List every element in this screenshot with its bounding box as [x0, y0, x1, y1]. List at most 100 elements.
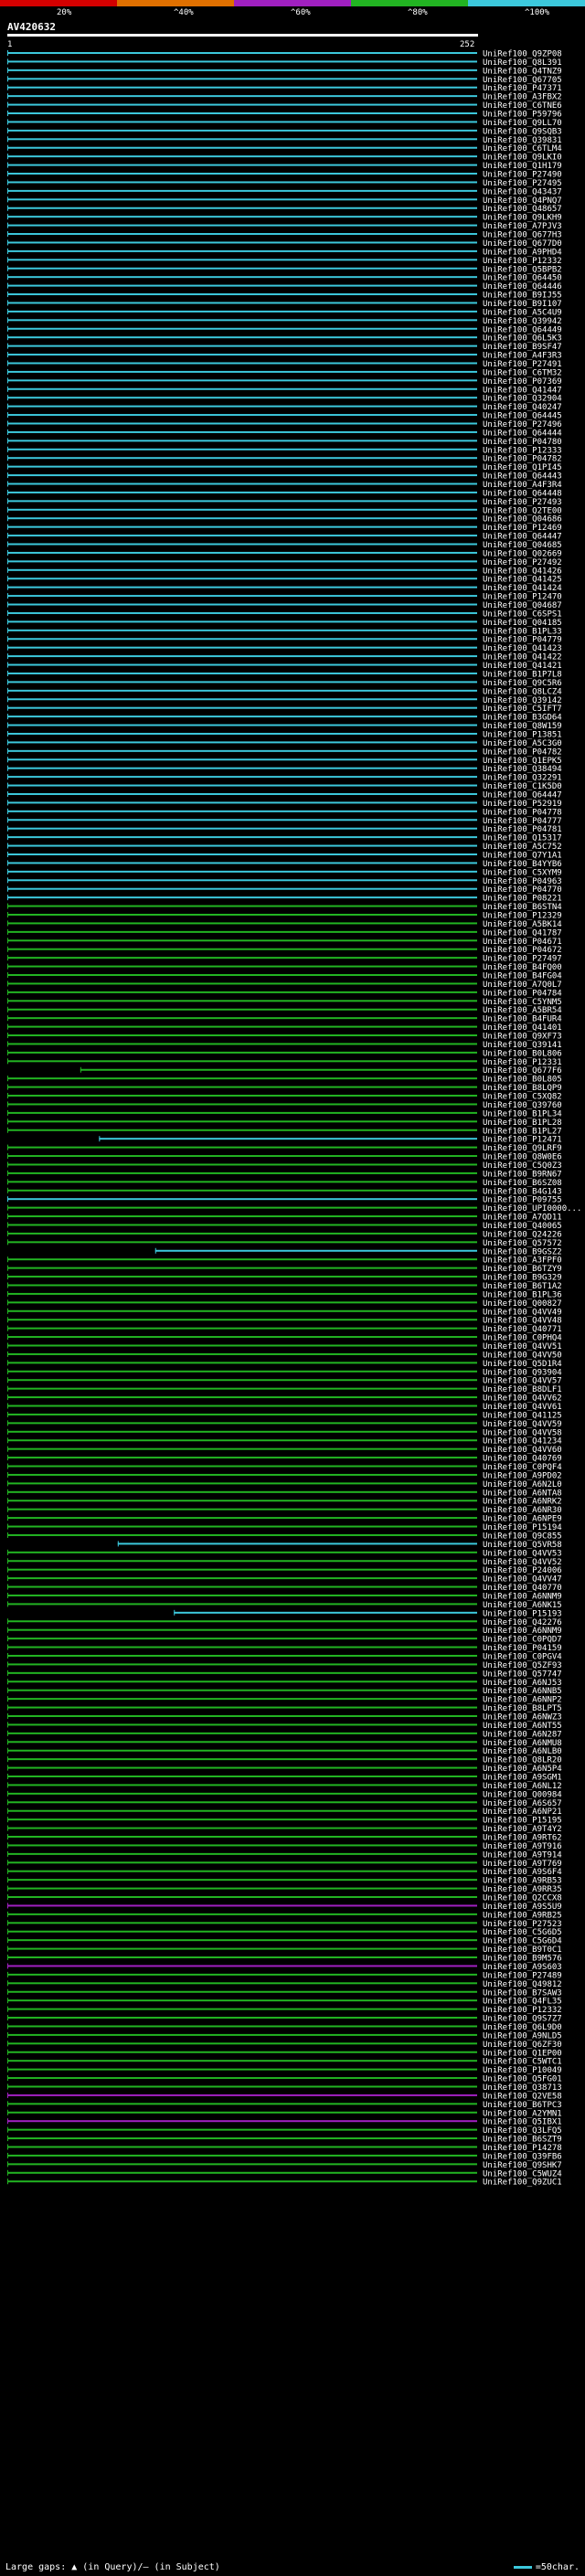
hit-label[interactable]: UniRef100_P04770	[483, 885, 562, 895]
hit-label[interactable]: UniRef100_B8DLF1	[483, 1385, 562, 1394]
hit-label[interactable]: UniRef100_Q5FG01	[483, 2075, 562, 2084]
hit-label[interactable]: UniRef100_P10049	[483, 2066, 562, 2075]
hit-label[interactable]: UniRef100_P13851	[483, 730, 562, 739]
hit-label[interactable]: UniRef100_Q5IBX1	[483, 2118, 562, 2127]
hit-label[interactable]: UniRef100_A9S5U9	[483, 1903, 562, 1912]
hit-label[interactable]: UniRef100_Q43437	[483, 187, 562, 196]
hit-label[interactable]: UniRef100_C5WUZ4	[483, 2169, 562, 2178]
hit-label[interactable]: UniRef100_P12333	[483, 446, 562, 455]
hit-label[interactable]: UniRef100_P27491	[483, 360, 562, 369]
hit-label[interactable]: UniRef100_B8LPT5	[483, 1704, 562, 1713]
hit-label[interactable]: UniRef100_P12470	[483, 593, 562, 602]
hit-label[interactable]: UniRef100_Q04686	[483, 515, 562, 525]
hit-label[interactable]: UniRef100_Q1EP00	[483, 2049, 562, 2058]
hit-label[interactable]: UniRef100_A3FPF0	[483, 1256, 562, 1266]
hit-label[interactable]: UniRef100_A9T769	[483, 1860, 562, 1869]
hit-label[interactable]: UniRef100_B1PL34	[483, 1109, 562, 1118]
hit-label[interactable]: UniRef100_Q04685	[483, 541, 562, 550]
hit-label[interactable]: UniRef100_B1PL27	[483, 1127, 562, 1136]
hit-label[interactable]: UniRef100_A6NJ53	[483, 1679, 562, 1688]
hit-label[interactable]: UniRef100_A5C752	[483, 843, 562, 852]
hit-label[interactable]: UniRef100_Q9SQB3	[483, 127, 562, 136]
hit-label[interactable]: UniRef100_Q00827	[483, 1299, 562, 1309]
hit-label[interactable]: UniRef100_A9NLD5	[483, 2031, 562, 2041]
hit-label[interactable]: UniRef100_Q32291	[483, 774, 562, 783]
hit-label[interactable]: UniRef100_Q67705	[483, 76, 562, 85]
hit-label[interactable]: UniRef100_C5Q0Z3	[483, 1161, 562, 1171]
hit-label[interactable]: UniRef100_A6NLB0	[483, 1747, 562, 1756]
hit-label[interactable]: UniRef100_P27493	[483, 498, 562, 507]
hit-label[interactable]: UniRef100_P04784	[483, 989, 562, 998]
hit-label[interactable]: UniRef100_Q677F6	[483, 1066, 562, 1076]
hit-label[interactable]: UniRef100_Q4VV49	[483, 1308, 562, 1317]
hit-label[interactable]: UniRef100_Q49812	[483, 1980, 562, 1989]
hit-label[interactable]: UniRef100_Q64447	[483, 533, 562, 542]
hit-label[interactable]: UniRef100_Q4PNQ7	[483, 196, 562, 206]
hit-label[interactable]: UniRef100_C5XYM9	[483, 868, 562, 877]
hit-label[interactable]: UniRef100_Q39142	[483, 696, 562, 705]
hit-label[interactable]: UniRef100_Q39831	[483, 136, 562, 145]
hit-label[interactable]: UniRef100_Q8LR20	[483, 1756, 562, 1765]
hit-label[interactable]: UniRef100_Q4VV53	[483, 1549, 562, 1558]
hit-label[interactable]: UniRef100_C0PQF4	[483, 1463, 562, 1472]
hit-label[interactable]: UniRef100_A9PHD4	[483, 248, 562, 257]
hit-label[interactable]: UniRef100_P47371	[483, 84, 562, 93]
hit-label[interactable]: UniRef100_B1P7L8	[483, 670, 562, 679]
hit-label[interactable]: UniRef100_Q64447	[483, 790, 562, 800]
hit-label[interactable]: UniRef100_B1PL33	[483, 627, 562, 636]
hit-label[interactable]: UniRef100_A4F3R3	[483, 352, 562, 361]
hit-label[interactable]: UniRef100_B4FQ00	[483, 963, 562, 972]
hit-label[interactable]: UniRef100_Q8W0E6	[483, 1153, 562, 1162]
hit-label[interactable]: UniRef100_Q8L391	[483, 58, 562, 68]
hit-label[interactable]: UniRef100_B9SF47	[483, 343, 562, 352]
hit-label[interactable]: UniRef100_P04781	[483, 825, 562, 834]
hit-label[interactable]: UniRef100_Q677D0	[483, 239, 562, 249]
hit-label[interactable]: UniRef100_Q8W159	[483, 722, 562, 731]
hit-label[interactable]: UniRef100_A6NWZ3	[483, 1712, 562, 1722]
hit-label[interactable]: UniRef100_Q4VV57	[483, 1377, 562, 1386]
hit-label[interactable]: UniRef100_Q41401	[483, 1023, 562, 1033]
hit-label[interactable]: UniRef100_B9M576	[483, 1955, 562, 1964]
hit-label[interactable]: UniRef100_A9T914	[483, 1850, 562, 1860]
hit-label[interactable]: UniRef100_A5C4U9	[483, 308, 562, 317]
hit-label[interactable]: UniRef100_P24006	[483, 1566, 562, 1575]
hit-label[interactable]: UniRef100_A9RT62	[483, 1834, 562, 1843]
hit-label[interactable]: UniRef100_B6STN4	[483, 903, 562, 912]
hit-label[interactable]: UniRef100_Q64448	[483, 489, 562, 498]
hit-label[interactable]: UniRef100_A5C3G0	[483, 739, 562, 748]
hit-label[interactable]: UniRef100_A6NR30	[483, 1506, 562, 1515]
hit-label[interactable]: UniRef100_Q4VV61	[483, 1403, 562, 1412]
hit-label[interactable]: UniRef100_A5BK14	[483, 920, 562, 929]
hit-label[interactable]: UniRef100_P12331	[483, 1058, 562, 1067]
hit-label[interactable]: UniRef100_Q64443	[483, 472, 562, 482]
hit-label[interactable]: UniRef100_Q41423	[483, 644, 562, 653]
hit-label[interactable]: UniRef100_Q32904	[483, 395, 562, 404]
hit-label[interactable]: UniRef100_C5WTC1	[483, 2058, 562, 2067]
hit-label[interactable]: UniRef100_A6NK15	[483, 1601, 562, 1610]
hit-label[interactable]: UniRef100_A5BR54	[483, 1006, 562, 1015]
hit-label[interactable]: UniRef100_Q64446	[483, 282, 562, 292]
hit-label[interactable]: UniRef100_A9SGM1	[483, 1774, 562, 1783]
hit-label[interactable]: UniRef100_Q6L9D0	[483, 2023, 562, 2032]
hit-label[interactable]: UniRef100_P15194	[483, 1523, 562, 1532]
hit-label[interactable]: UniRef100_A7PJV3	[483, 222, 562, 231]
hit-label[interactable]: UniRef100_P15195	[483, 1817, 562, 1826]
hit-label[interactable]: UniRef100_A9S6F4	[483, 1868, 562, 1877]
hit-label[interactable]: UniRef100_A9T4Y2	[483, 1825, 562, 1834]
hit-label[interactable]: UniRef100_B6TZY9	[483, 1265, 562, 1274]
hit-label[interactable]: UniRef100_P04778	[483, 808, 562, 817]
hit-label[interactable]: UniRef100_Q41426	[483, 567, 562, 576]
hit-label[interactable]: UniRef100_A6NMU8	[483, 1739, 562, 1748]
hit-label[interactable]: UniRef100_P08221	[483, 895, 562, 904]
hit-label[interactable]: UniRef100_Q5VR58	[483, 1541, 562, 1550]
hit-label[interactable]: UniRef100_Q41422	[483, 653, 562, 663]
hit-label[interactable]: UniRef100_Q4VV58	[483, 1428, 562, 1437]
hit-label[interactable]: UniRef100_Q00984	[483, 1790, 562, 1799]
hit-label[interactable]: UniRef100_B9RN67	[483, 1170, 562, 1179]
hit-label[interactable]: UniRef100_A6NP21	[483, 1807, 562, 1817]
hit-label[interactable]: UniRef100_B8LQP9	[483, 1084, 562, 1093]
hit-label[interactable]: UniRef100_B0L805	[483, 1076, 562, 1085]
hit-label[interactable]: UniRef100_A6NRK2	[483, 1498, 562, 1507]
hit-label[interactable]: UniRef100_B4FG04	[483, 972, 562, 981]
hit-label[interactable]: UniRef100_A3FBX2	[483, 93, 562, 102]
